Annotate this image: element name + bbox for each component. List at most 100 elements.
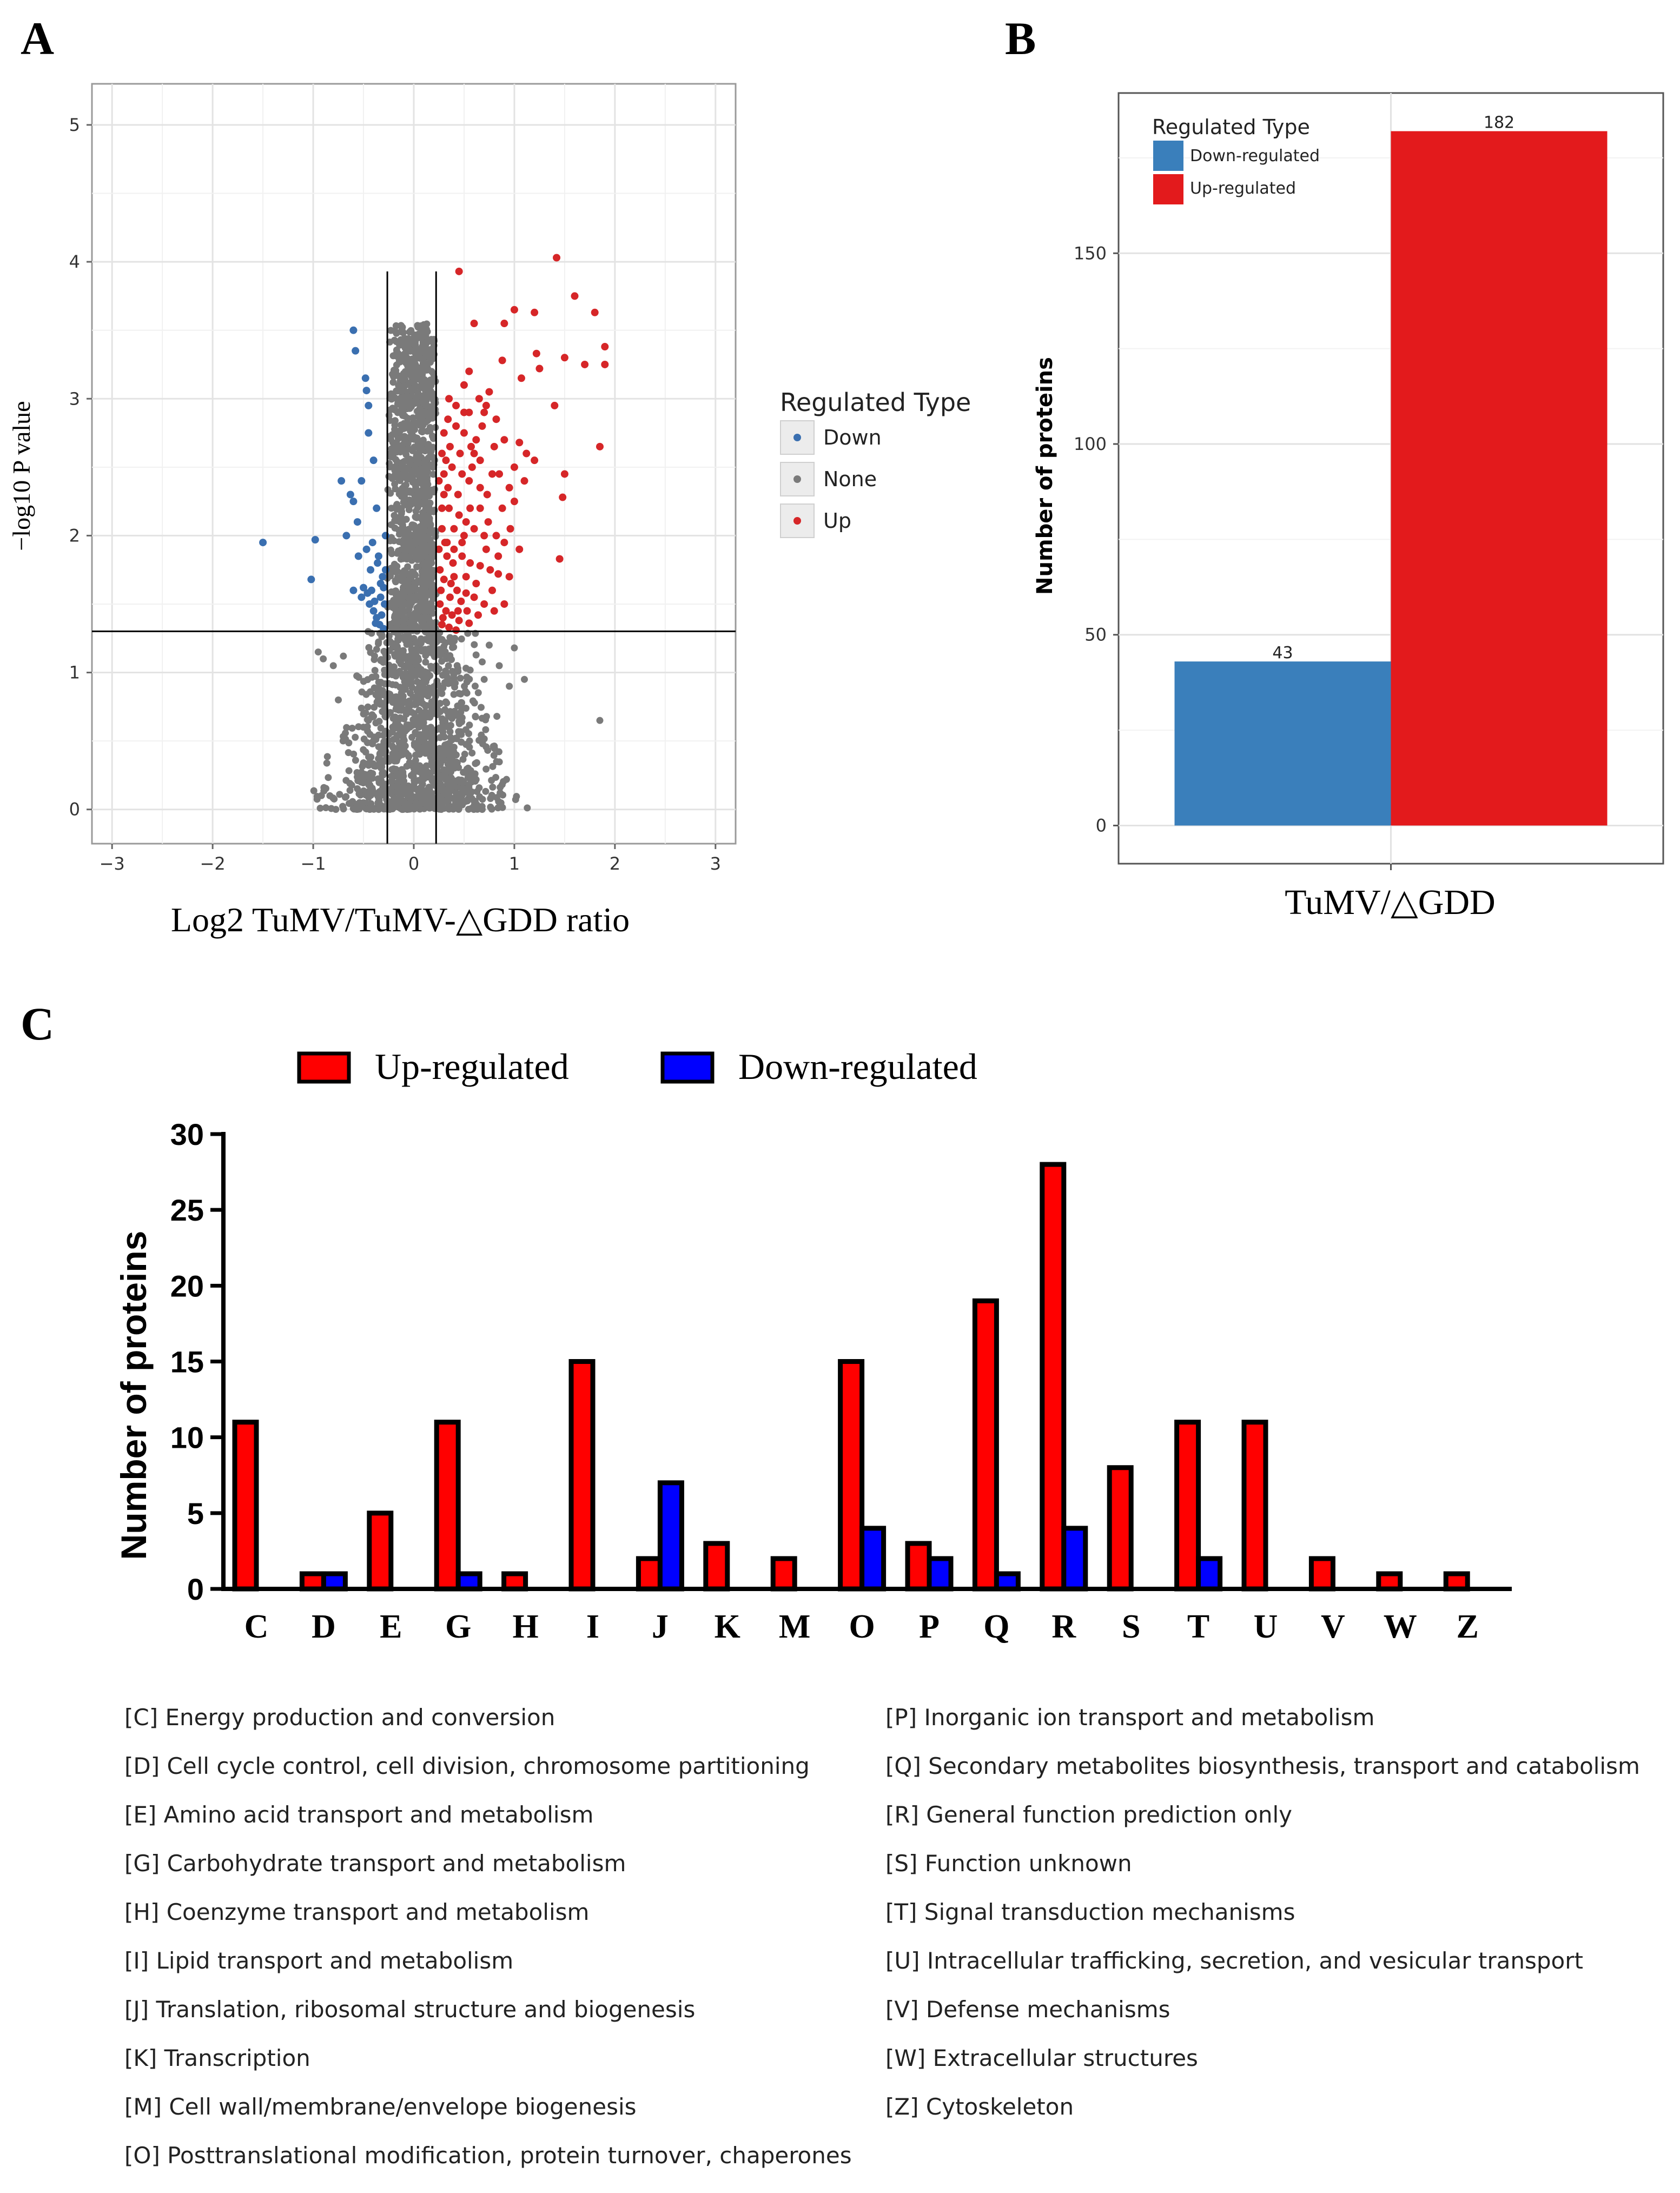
volcano-point-none (415, 408, 423, 415)
volcano-point-up (448, 611, 456, 619)
volcano-point-none (472, 651, 480, 659)
volcano-point-up (437, 586, 445, 594)
volcano-point-none (374, 688, 382, 696)
volcano-point-none (473, 759, 480, 766)
volcano-point-up (555, 555, 564, 563)
volcano-point-down (381, 566, 389, 574)
volcano-point-none (385, 680, 392, 687)
volcano-point-none (429, 443, 437, 451)
volcano-point-up (560, 470, 568, 478)
volcano-point-none (427, 724, 435, 731)
volcano-point-none (416, 751, 424, 758)
volcano-point-none (412, 531, 419, 539)
cog-bar-up (299, 1571, 326, 1592)
volcano-point-none (427, 600, 435, 607)
volcano-point-none (390, 765, 398, 773)
volcano-threshold-lines (92, 271, 736, 844)
volcano-point-none (479, 658, 486, 666)
cog-bar-up (1040, 1162, 1067, 1592)
volcano-point-none (495, 662, 503, 670)
volcano-point-up (560, 354, 568, 362)
volcano-point-up (515, 439, 524, 447)
volcano-point-up (601, 343, 609, 351)
volcano-point-none (400, 671, 408, 678)
volcano-point-none (395, 611, 403, 619)
volcano-point-none (521, 675, 528, 683)
volcano-point-up (465, 619, 473, 627)
volcano-point-up (438, 620, 446, 628)
cog-legend-up-swatch (297, 1051, 351, 1084)
volcano-point-up (442, 607, 450, 615)
volcano-point-none (435, 796, 442, 804)
volcano-point-up (466, 559, 474, 567)
volcano-point-none (386, 394, 394, 402)
volcano-point-none (447, 768, 455, 776)
cog-bar-up (1174, 1420, 1201, 1592)
volcano-legend-title: Regulated Type (780, 388, 971, 417)
cog-bar-down (927, 1556, 954, 1592)
volcano-point-none (408, 549, 416, 556)
volcano-point-none (422, 762, 430, 770)
volcano-point-up (450, 525, 458, 533)
volcano-point-none (490, 743, 497, 750)
volcano-point-none (412, 585, 420, 593)
volcano-point-none (364, 727, 372, 735)
volcano-point-up (505, 483, 513, 492)
volcano-point-none (373, 646, 380, 653)
volcano-point-none (409, 398, 417, 406)
volcano-point-none (328, 805, 335, 812)
volcano-point-none (403, 358, 411, 366)
cog-bar-up (905, 1541, 932, 1592)
volcano-point-none (452, 679, 459, 687)
volcano-y-tick-label: 5 (69, 115, 80, 135)
volcano-point-none (370, 713, 378, 720)
volcano-point-down (371, 597, 379, 605)
volcano-point-up (446, 593, 454, 601)
volcano-point-none (423, 386, 431, 393)
volcano-point-none (354, 777, 362, 785)
volcano-point-none (393, 621, 401, 628)
volcano-point-none (358, 688, 366, 696)
volcano-point-none (477, 704, 485, 711)
cog-bar-down (859, 1526, 887, 1592)
volcano-point-none (419, 767, 426, 775)
volcano-point-none (461, 768, 469, 776)
volcano-point-none (395, 669, 402, 677)
volcano-point-none (422, 332, 429, 339)
volcano-point-none (398, 489, 406, 496)
volcano-point-up (478, 422, 486, 430)
volcano-point-none (466, 744, 473, 751)
volcano-point-up (476, 483, 484, 492)
volcano-point-down (365, 429, 373, 437)
volcano-point-none (416, 548, 424, 556)
volcano-point-none (428, 664, 436, 672)
volcano-point-none (400, 622, 407, 630)
volcano-point-none (348, 725, 356, 732)
volcano-point-none (409, 414, 416, 422)
volcano-point-none (396, 752, 404, 759)
summary-legend-title: Regulated Type (1152, 115, 1310, 139)
volcano-point-none (387, 546, 394, 554)
volcano-point-none (375, 638, 382, 646)
volcano-point-none (428, 461, 435, 469)
volcano-point-none (438, 690, 446, 697)
volcano-point-none (438, 635, 446, 643)
volcano-point-none (452, 799, 459, 807)
volcano-x-tick-label: −1 (300, 853, 326, 874)
volcano-point-up (490, 442, 498, 450)
volcano-point-none (411, 357, 418, 365)
volcano-point-none (419, 370, 426, 377)
cog-bar-down (321, 1571, 348, 1592)
volcano-point-none (436, 734, 444, 741)
volcano-point-down (376, 593, 385, 601)
volcano-point-none (401, 334, 408, 342)
volcano-point-none (388, 772, 395, 780)
panel-letter-a: A (21, 12, 54, 64)
volcano-point-up (436, 566, 444, 574)
cog-legend-down-label: Down-regulated (738, 1046, 977, 1087)
volcano-point-none (445, 680, 452, 687)
volcano-point-none (412, 763, 420, 770)
volcano-point-none (389, 699, 396, 706)
volcano-point-none (396, 443, 404, 450)
volcano-point-none (444, 760, 452, 768)
